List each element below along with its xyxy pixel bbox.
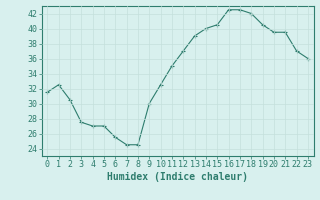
X-axis label: Humidex (Indice chaleur): Humidex (Indice chaleur) — [107, 172, 248, 182]
